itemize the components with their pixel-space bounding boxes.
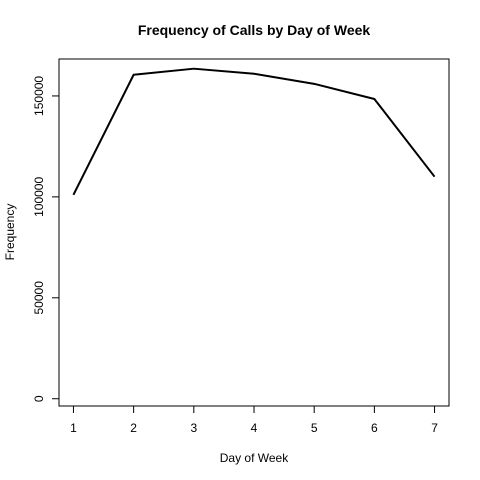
y-axis-label: Frequency xyxy=(3,204,17,261)
y-tick-label: 150000 xyxy=(32,76,46,116)
x-tick-label: 5 xyxy=(311,421,318,435)
x-tick-label: 3 xyxy=(190,421,197,435)
x-tick-label: 7 xyxy=(431,421,438,435)
x-tick-label: 6 xyxy=(371,421,378,435)
series-line xyxy=(72,67,436,196)
y-tick-label: 50000 xyxy=(32,281,46,315)
chart-title: Frequency of Calls by Day of Week xyxy=(138,22,371,38)
x-tick-label: 1 xyxy=(70,421,77,435)
x-tick-label: 4 xyxy=(251,421,258,435)
x-tick-label: 2 xyxy=(130,421,137,435)
y-tick-label: 0 xyxy=(32,395,46,402)
y-tick-label: 100000 xyxy=(32,177,46,217)
plot-frame xyxy=(58,58,450,407)
x-axis: 1 2 3 4 5 6 7 xyxy=(70,406,438,435)
y-axis: 0 50000 100000 150000 xyxy=(32,76,59,402)
x-axis-label: Day of Week xyxy=(220,451,289,465)
series-group xyxy=(72,67,436,196)
